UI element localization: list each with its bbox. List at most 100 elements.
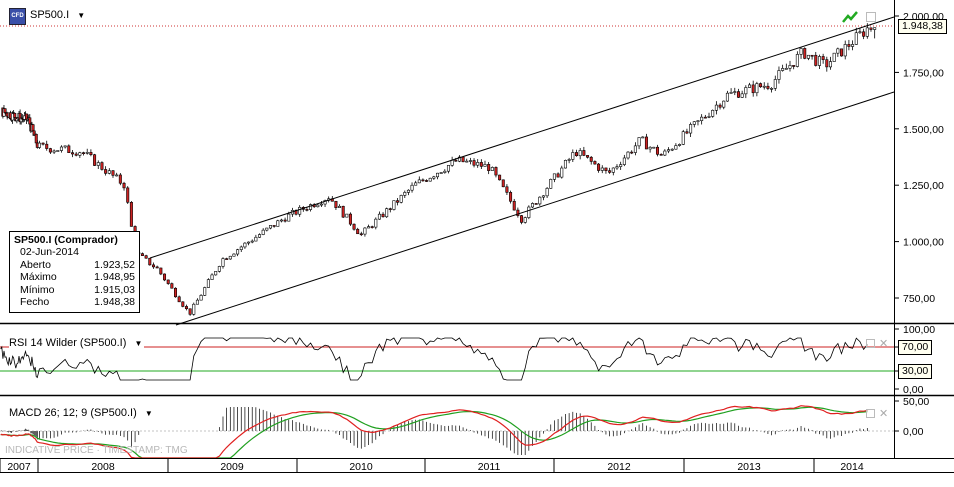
candle-body [181, 301, 185, 307]
candle-body [37, 142, 41, 148]
rsi-indicator-selector[interactable]: RSI 14 Wilder (SP500.I) ▼ [9, 337, 145, 349]
candle-body [483, 164, 487, 167]
candle-body [563, 160, 567, 169]
candle-body [759, 83, 763, 88]
candle-body [487, 164, 491, 171]
maximize-icon[interactable] [866, 339, 875, 348]
trend-up-icon[interactable] [842, 10, 858, 27]
candle-body [192, 303, 196, 315]
candle-body [560, 167, 564, 178]
lower-channel-line[interactable] [175, 91, 895, 326]
candle-body [854, 32, 858, 45]
candle-body [217, 266, 221, 272]
candle-body [334, 200, 338, 208]
instrument-selector[interactable]: SP500.I ▼ [30, 9, 85, 21]
candle-body [298, 207, 302, 215]
candle-body [810, 54, 814, 57]
x-tick-label: 2009 [220, 461, 244, 473]
upper-channel-line[interactable] [149, 16, 895, 259]
candle-body [655, 146, 659, 155]
close-icon[interactable]: ✕ [879, 338, 889, 350]
candle-body [111, 170, 115, 176]
info-label: Fecho [20, 296, 50, 309]
candle-body [703, 116, 707, 119]
candle-body [261, 229, 265, 235]
candle-body [549, 179, 553, 189]
candle-body [600, 167, 604, 171]
x-tick-label: 2010 [349, 461, 373, 473]
candle-body [707, 116, 711, 118]
info-label: Aberto [20, 258, 51, 271]
candle-body [567, 159, 571, 161]
candle-body [622, 157, 626, 165]
candle-body [236, 249, 240, 255]
candle-body [582, 150, 586, 156]
x-tick-label: 2013 [737, 461, 761, 473]
candle-body [472, 160, 476, 166]
candle-body [633, 145, 637, 153]
last-price-tag: 1.948,38 [898, 19, 947, 34]
candle-body [814, 54, 818, 66]
candle-body [509, 192, 513, 202]
candle-body [733, 91, 737, 93]
candle-body [67, 145, 71, 153]
candle-body [843, 44, 847, 57]
candle-body [85, 152, 89, 154]
candle-body [751, 84, 755, 94]
candle-body [552, 173, 556, 180]
candle-body [714, 104, 718, 111]
candle-body [170, 283, 174, 289]
candle-body [556, 173, 560, 178]
candle-body [59, 146, 63, 151]
candle-body [396, 200, 400, 203]
candle-body [681, 131, 685, 145]
candle-body [766, 85, 770, 89]
macd-indicator-selector[interactable]: MACD 26; 12; 9 (SP500.I) ▼ [9, 407, 155, 419]
candle-body [652, 146, 656, 149]
candle-body [648, 146, 652, 150]
candle-body [574, 152, 578, 157]
candle-body [214, 271, 218, 276]
chevron-down-icon[interactable]: ▼ [134, 339, 143, 348]
candle-body [232, 253, 236, 257]
instrument-icon[interactable]: CFD [9, 8, 26, 25]
candle-body [479, 162, 483, 167]
candle-body [82, 152, 86, 154]
x-tick-label: 2012 [607, 461, 631, 473]
candle-body [744, 87, 748, 95]
candle-body [356, 228, 360, 235]
candle-body [48, 148, 52, 153]
maximize-icon[interactable] [866, 12, 876, 22]
candle-body [78, 152, 82, 156]
candle-body [803, 48, 807, 59]
x-tick-label: 2008 [91, 461, 115, 473]
candle-body [873, 27, 877, 30]
maximize-icon[interactable] [866, 409, 875, 418]
candle-body [421, 179, 425, 182]
candle-body [700, 116, 704, 121]
candle-body [821, 56, 825, 60]
candle-body [604, 167, 608, 171]
candle-body [309, 204, 313, 210]
chevron-down-icon[interactable]: ▼ [144, 409, 153, 418]
candle-body [184, 306, 188, 310]
candle-body [777, 70, 781, 80]
chevron-down-icon[interactable]: ▼ [77, 11, 86, 20]
candle-body [748, 84, 752, 88]
candle-body [45, 143, 49, 149]
candle-body [100, 162, 104, 170]
candle-body [545, 188, 549, 197]
candle-body [663, 150, 667, 156]
x-tick-label: 2011 [478, 461, 501, 473]
candle-body [93, 154, 97, 166]
close-icon[interactable]: ✕ [879, 408, 889, 420]
info-value: 1.948,95 [94, 271, 135, 284]
candle-body [287, 213, 291, 222]
candle-body [345, 213, 349, 218]
candle-body [377, 213, 381, 220]
candle-body [140, 253, 144, 256]
info-box-date: 02-Jun-2014 [20, 246, 79, 259]
candle-body [52, 150, 56, 153]
